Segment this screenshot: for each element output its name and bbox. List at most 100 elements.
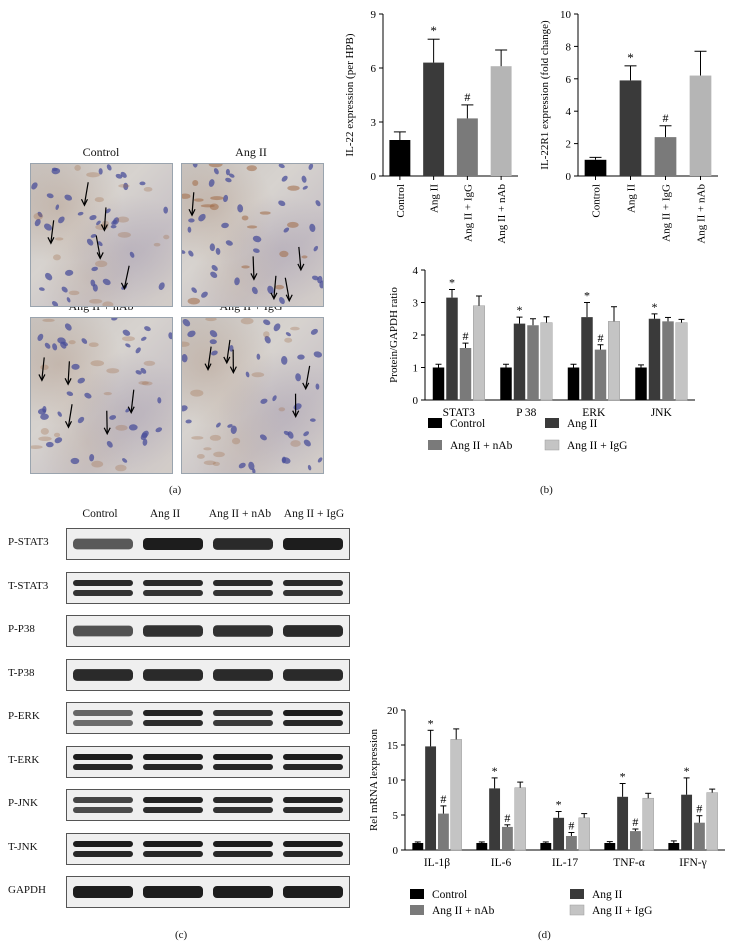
stain-spot [290, 440, 301, 447]
blot-strip [66, 876, 350, 908]
bar [581, 317, 593, 400]
blot-band [143, 720, 203, 726]
cell-nucleus [209, 339, 217, 345]
bar [490, 66, 512, 176]
blot-band [143, 850, 203, 857]
stain-spot [182, 341, 190, 347]
cell-nucleus [187, 226, 192, 233]
arrow-line [252, 256, 255, 279]
cell-nucleus [221, 222, 229, 229]
cell-nucleus [55, 204, 60, 210]
stain-spot [191, 436, 204, 440]
cell-nucleus [115, 173, 123, 179]
bar [617, 796, 629, 850]
cell-nucleus [128, 424, 138, 431]
blot-band [73, 720, 133, 726]
cell-nucleus [66, 297, 71, 303]
cell-nucleus [209, 330, 218, 338]
cell-nucleus [281, 175, 288, 182]
cell-nucleus [279, 297, 285, 305]
cell-nucleus [278, 164, 285, 169]
cell-nucleus [264, 335, 271, 344]
blot-band [213, 625, 273, 637]
arrow-line [67, 404, 73, 427]
stain-spot [122, 336, 135, 342]
cell-nucleus [209, 243, 216, 252]
cell-nucleus [293, 403, 302, 411]
blot-row-label: P-STAT3 [8, 536, 49, 548]
stain-spot [290, 326, 300, 331]
blot-band [283, 807, 343, 813]
stain-spot [40, 364, 49, 371]
legend-swatch [545, 418, 559, 428]
cell-nucleus [44, 342, 51, 349]
significance-mark: * [517, 303, 523, 317]
bar [681, 794, 693, 850]
cell-nucleus [313, 351, 323, 358]
cell-nucleus [158, 282, 165, 290]
legend-swatch [570, 889, 584, 899]
legend-entry: Ang II [592, 889, 623, 901]
arrow-line [284, 277, 290, 300]
bar [450, 739, 462, 851]
rel-mrna-expression-chart: 0 5 10 15 20 Rel mRNA lexpression * # IL-1β * # IL-… [368, 705, 725, 917]
stain-spot [240, 318, 254, 325]
significance-mark: * [584, 289, 590, 303]
stain-spot [115, 464, 127, 472]
micrograph-title-ang2: Ang II [235, 145, 267, 159]
significance-mark: * [652, 300, 658, 314]
y-tick-label: 2 [566, 139, 572, 151]
y-tick-label: 20 [387, 705, 399, 717]
blot-band [143, 763, 203, 770]
bar [514, 787, 526, 851]
cell-nucleus [309, 223, 316, 233]
stain-spot [138, 381, 149, 385]
cell-nucleus [64, 194, 73, 201]
y-axis-label: Protein/GAPDH ratio [388, 287, 400, 383]
legend-swatch [544, 439, 560, 451]
cell-nucleus [210, 271, 218, 278]
stain-spot [102, 301, 114, 306]
cell-nucleus [102, 278, 111, 286]
stain-spot [143, 186, 153, 192]
blot-band [283, 763, 343, 770]
micrograph-ang2-nab [30, 317, 173, 474]
stain-spot [203, 447, 212, 451]
cell-nucleus [313, 245, 319, 252]
blot-strip [66, 571, 350, 604]
blot-band [283, 579, 343, 586]
cell-nucleus [97, 241, 103, 247]
cell-nucleus [123, 182, 129, 191]
cell-nucleus [77, 211, 84, 216]
blot-band [213, 850, 273, 857]
cell-nucleus [64, 323, 72, 331]
cell-nucleus [216, 422, 221, 428]
x-tick-label: IL-1β [424, 857, 450, 869]
arrow-line [95, 235, 101, 258]
cell-nucleus [44, 223, 53, 231]
cell-nucleus [245, 371, 250, 378]
micrograph-ang2 [181, 163, 324, 307]
bar [693, 822, 705, 850]
blot-band [73, 753, 133, 760]
significance-mark: * [430, 23, 437, 38]
bar [473, 305, 485, 401]
blot-band [143, 797, 203, 803]
significance-mark: # [598, 331, 604, 345]
stain-spot [192, 179, 199, 186]
stain-spot [115, 424, 128, 431]
stain-spot [95, 260, 108, 268]
bar [513, 323, 526, 400]
bar [500, 367, 512, 400]
cell-nucleus [89, 454, 95, 462]
blot-col-ang2-nab: Ang II + nAb [208, 508, 272, 520]
bar [668, 843, 680, 850]
x-tick-label: P 38 [516, 407, 537, 419]
arrow-head [297, 263, 305, 272]
stain-spot [94, 197, 104, 203]
blot-strip [66, 832, 350, 865]
cell-nucleus [315, 200, 321, 207]
y-tick-label: 0 [566, 171, 572, 183]
blot-strip [66, 528, 350, 560]
blot-band [73, 797, 133, 803]
